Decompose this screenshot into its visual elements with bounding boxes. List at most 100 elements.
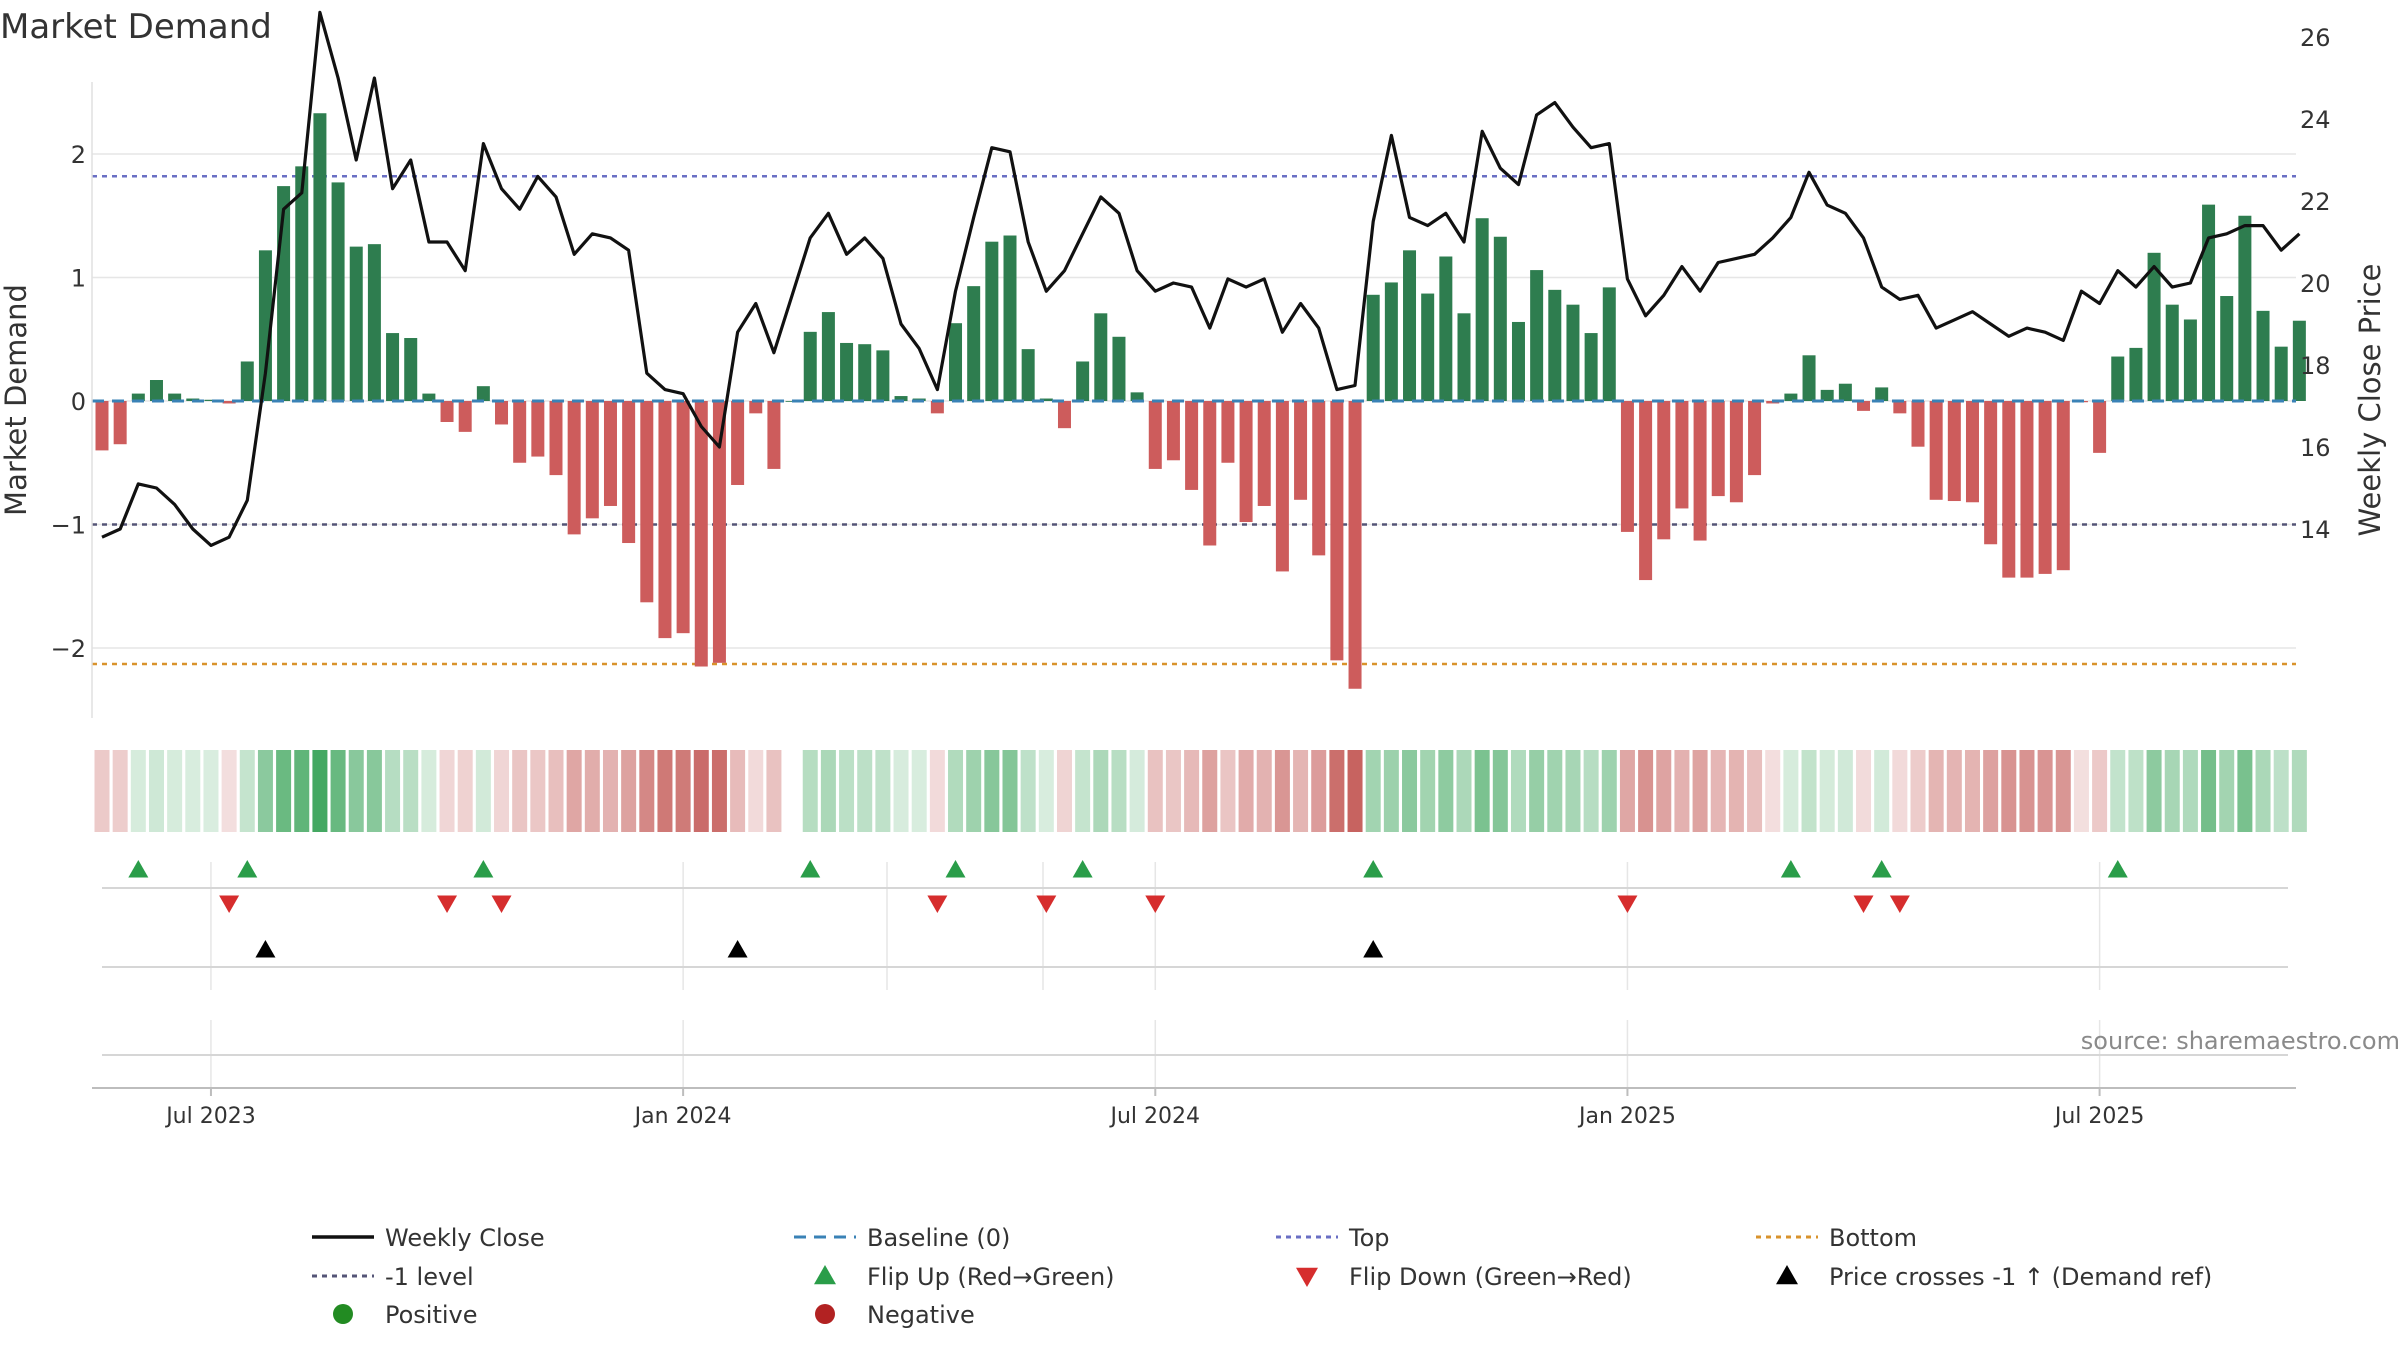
flip-down-marker (1889, 895, 1910, 913)
demand-bar (1021, 349, 1035, 401)
demand-bar (313, 113, 327, 402)
demand-bar (440, 401, 454, 422)
heat-cell (1293, 750, 1309, 832)
heat-cell (1856, 750, 1872, 832)
demand-bar (1403, 250, 1417, 401)
heat-cell (1184, 750, 1200, 832)
demand-bar (2129, 347, 2143, 401)
flip-up-marker (128, 860, 149, 878)
flip-down-marker (491, 895, 512, 913)
heat-cell (1783, 750, 1799, 832)
right-axis-ticks: 26 24 22 20 18 16 14 (2300, 24, 2331, 544)
heat-cell (1402, 750, 1418, 832)
flip-up-legend-symbol (814, 1265, 836, 1285)
demand-bar (585, 401, 599, 519)
y2-tick-label: 26 (2300, 24, 2331, 52)
heat-cell (875, 750, 891, 832)
heat-cell (494, 750, 510, 832)
demand-bar (2183, 319, 2197, 401)
heat-cell (584, 750, 600, 832)
heat-cell (148, 750, 164, 832)
weekly-close-line (101, 10, 2301, 548)
heat-cell (1420, 750, 1436, 832)
demand-bar (2238, 215, 2252, 401)
demand-bar (2020, 401, 2034, 578)
demand-bar (258, 250, 272, 401)
demand-bar (821, 312, 835, 401)
flip-up-marker (2107, 860, 2128, 878)
demand-bar (1076, 361, 1090, 401)
demand-bar (1203, 401, 1217, 546)
demand-bar (876, 350, 890, 401)
heat-cell (1202, 750, 1218, 832)
heat-cell (457, 750, 473, 832)
heat-cell (1038, 750, 1054, 832)
flip-up-marker (1780, 860, 1801, 878)
heat-cell (1801, 750, 1817, 832)
demand-bar (2292, 320, 2306, 401)
demand-bar (295, 166, 309, 401)
demand-bar (1421, 293, 1435, 401)
heat-cell (2255, 750, 2271, 832)
heat-cell (530, 750, 546, 832)
demand-bar (2220, 296, 2234, 401)
demand-bar (2256, 310, 2270, 401)
demand-bar (349, 246, 363, 401)
heat-cell (1147, 750, 1163, 832)
weekly-close-legend-label: Weekly Close (385, 1224, 545, 1252)
demand-bar (168, 393, 182, 401)
y2-tick-label: 14 (2300, 516, 2331, 544)
flip-down-marker (1853, 895, 1874, 913)
demand-bar (767, 401, 781, 469)
demand-bar (1693, 401, 1707, 541)
demand-bar (1439, 256, 1453, 401)
heat-cell (1438, 750, 1454, 832)
heat-cell (1129, 750, 1145, 832)
heat-cell (2110, 750, 2126, 832)
heat-cell (929, 750, 945, 832)
heat-cell (94, 750, 110, 832)
heat-cell (948, 750, 964, 832)
y2-tick-label: 20 (2300, 270, 2331, 298)
flip-up-marker (800, 860, 821, 878)
y2-tick-label: 16 (2300, 434, 2331, 462)
heat-cell (1093, 750, 1109, 832)
demand-bar (1784, 393, 1798, 401)
demand-bar (603, 401, 617, 506)
y2-tick-label: 24 (2300, 106, 2331, 134)
heat-cell (112, 750, 128, 832)
heat-cell (911, 750, 927, 832)
heat-cell (621, 750, 637, 832)
flip-up-marker (1363, 860, 1384, 878)
x-axis-ticks: Jul 2023 Jan 2024 Jul 2024 Jan 2025 Jul 2025 (164, 1088, 2144, 1129)
heat-cell (1075, 750, 1091, 832)
heat-cell (1020, 750, 1036, 832)
demand-bar (2111, 356, 2125, 401)
heat-cell (1892, 750, 1908, 832)
minus-one-legend-label: -1 level (385, 1263, 474, 1291)
flip-down-marker (1145, 895, 1166, 913)
demand-bar (2147, 252, 2161, 401)
heat-cell (766, 750, 782, 832)
heat-cell (802, 750, 818, 832)
demand-bar (1748, 401, 1762, 476)
heat-cell (893, 750, 909, 832)
negative-legend-symbol (815, 1304, 835, 1324)
demand-bar (458, 401, 472, 432)
y-tick-label: 2 (71, 141, 86, 169)
demand-bar (2274, 346, 2288, 401)
demand-bar (1094, 313, 1108, 401)
heat-cell (130, 750, 146, 832)
demand-bar (1965, 401, 1979, 503)
left-axis-ticks: 2 1 0 −1 −2 (51, 141, 86, 663)
heat-cell (1547, 750, 1563, 832)
heat-cell (1474, 750, 1490, 832)
heat-cell (385, 750, 401, 832)
demand-bar (1548, 289, 1562, 401)
heat-cell (421, 750, 437, 832)
demand-bar (204, 399, 218, 401)
heat-cell (348, 750, 364, 832)
demand-bar (1602, 287, 1616, 401)
heat-cell (276, 750, 292, 832)
